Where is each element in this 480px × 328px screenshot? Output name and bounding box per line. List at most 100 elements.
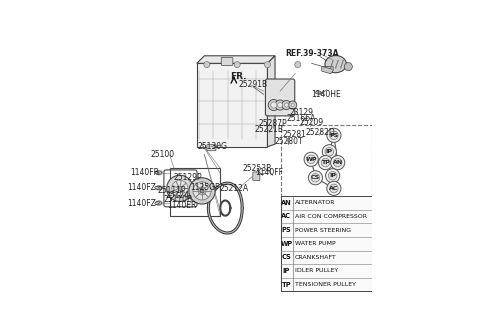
Text: IP: IP bbox=[326, 149, 333, 154]
Circle shape bbox=[330, 131, 338, 140]
Circle shape bbox=[268, 99, 279, 111]
Text: 25209: 25209 bbox=[300, 118, 324, 127]
Text: TENSIONER PULLEY: TENSIONER PULLEY bbox=[295, 282, 356, 287]
Text: 1140FR: 1140FR bbox=[130, 168, 159, 177]
Circle shape bbox=[304, 152, 318, 166]
Circle shape bbox=[198, 187, 206, 195]
Polygon shape bbox=[267, 56, 275, 147]
Text: CS: CS bbox=[282, 254, 291, 260]
Circle shape bbox=[328, 172, 337, 180]
Circle shape bbox=[264, 62, 271, 68]
Circle shape bbox=[319, 155, 333, 170]
Circle shape bbox=[295, 62, 301, 68]
Circle shape bbox=[308, 171, 323, 185]
Circle shape bbox=[344, 63, 352, 71]
Circle shape bbox=[275, 100, 285, 110]
Text: FR.: FR. bbox=[230, 72, 247, 81]
Text: IP: IP bbox=[329, 173, 336, 178]
Circle shape bbox=[327, 181, 341, 195]
Circle shape bbox=[325, 148, 334, 156]
Text: PS: PS bbox=[282, 227, 291, 233]
Text: 25110B: 25110B bbox=[164, 195, 193, 204]
Text: 1125GF: 1125GF bbox=[191, 183, 220, 192]
Text: 25282D: 25282D bbox=[306, 128, 336, 137]
Text: IP: IP bbox=[283, 268, 290, 274]
Text: 25291B: 25291B bbox=[239, 80, 268, 89]
Text: 1140HE: 1140HE bbox=[312, 90, 341, 99]
FancyBboxPatch shape bbox=[265, 79, 295, 116]
Ellipse shape bbox=[155, 171, 159, 174]
Ellipse shape bbox=[155, 186, 159, 189]
Text: 25287P: 25287P bbox=[259, 119, 288, 129]
Circle shape bbox=[193, 182, 211, 200]
Circle shape bbox=[189, 178, 215, 204]
Circle shape bbox=[330, 184, 338, 193]
Text: 25130G: 25130G bbox=[198, 142, 228, 151]
Bar bbox=[170, 168, 220, 216]
Text: PS: PS bbox=[329, 133, 338, 138]
Circle shape bbox=[167, 175, 193, 201]
Circle shape bbox=[284, 103, 288, 107]
Text: AC: AC bbox=[329, 186, 338, 191]
Circle shape bbox=[311, 174, 320, 182]
Text: WP: WP bbox=[280, 241, 292, 247]
Circle shape bbox=[327, 128, 341, 142]
Ellipse shape bbox=[156, 171, 162, 174]
Text: TP: TP bbox=[321, 160, 330, 165]
Text: 25281: 25281 bbox=[282, 130, 306, 138]
Text: 1140FZ: 1140FZ bbox=[127, 198, 156, 208]
Circle shape bbox=[234, 62, 240, 68]
Text: WATER PUMP: WATER PUMP bbox=[295, 241, 336, 246]
Circle shape bbox=[331, 155, 345, 170]
Text: AC: AC bbox=[281, 214, 291, 219]
Text: 25166A: 25166A bbox=[287, 114, 316, 123]
Text: 25221B: 25221B bbox=[254, 125, 283, 133]
Circle shape bbox=[321, 158, 330, 167]
Text: 25253B: 25253B bbox=[243, 164, 272, 173]
Text: 25212A: 25212A bbox=[219, 184, 249, 193]
Text: 25100: 25100 bbox=[150, 150, 174, 159]
Ellipse shape bbox=[315, 91, 321, 94]
Text: IDLER PULLEY: IDLER PULLEY bbox=[295, 268, 338, 274]
Circle shape bbox=[204, 62, 210, 68]
Bar bbox=[281, 196, 372, 291]
Circle shape bbox=[178, 186, 182, 190]
Text: REF.39-373A: REF.39-373A bbox=[285, 49, 338, 58]
Polygon shape bbox=[322, 67, 333, 74]
Text: 25280T: 25280T bbox=[274, 137, 303, 146]
Text: 1140FZ: 1140FZ bbox=[127, 183, 156, 192]
FancyBboxPatch shape bbox=[253, 172, 260, 180]
Circle shape bbox=[172, 180, 188, 196]
Text: AIR CON COMPRESSOR: AIR CON COMPRESSOR bbox=[295, 214, 367, 219]
Text: 1140ER: 1140ER bbox=[168, 201, 197, 210]
Circle shape bbox=[288, 101, 297, 109]
Text: POWER STEERING: POWER STEERING bbox=[295, 228, 351, 233]
Ellipse shape bbox=[156, 201, 162, 205]
Ellipse shape bbox=[325, 55, 347, 73]
Polygon shape bbox=[197, 63, 267, 147]
FancyBboxPatch shape bbox=[221, 57, 233, 65]
Circle shape bbox=[282, 100, 291, 110]
Ellipse shape bbox=[155, 202, 159, 204]
Circle shape bbox=[277, 102, 283, 108]
Text: AN: AN bbox=[333, 160, 343, 165]
Polygon shape bbox=[197, 56, 275, 63]
Circle shape bbox=[291, 104, 294, 107]
Text: WP: WP bbox=[305, 157, 317, 162]
Circle shape bbox=[325, 169, 340, 183]
Text: 25124: 25124 bbox=[165, 191, 189, 200]
Bar bbox=[281, 125, 372, 291]
Text: 25111P: 25111P bbox=[157, 186, 186, 195]
Ellipse shape bbox=[156, 186, 162, 190]
Circle shape bbox=[200, 189, 204, 193]
Text: 1140FF: 1140FF bbox=[255, 168, 283, 177]
Text: 23129: 23129 bbox=[289, 108, 313, 116]
Text: AN: AN bbox=[281, 200, 292, 206]
Circle shape bbox=[307, 155, 315, 164]
Text: CRANKSHAFT: CRANKSHAFT bbox=[295, 255, 337, 260]
Circle shape bbox=[322, 145, 336, 159]
Circle shape bbox=[271, 102, 277, 108]
Circle shape bbox=[334, 158, 342, 167]
Text: 25129P: 25129P bbox=[174, 173, 202, 181]
Text: CS: CS bbox=[311, 175, 320, 180]
